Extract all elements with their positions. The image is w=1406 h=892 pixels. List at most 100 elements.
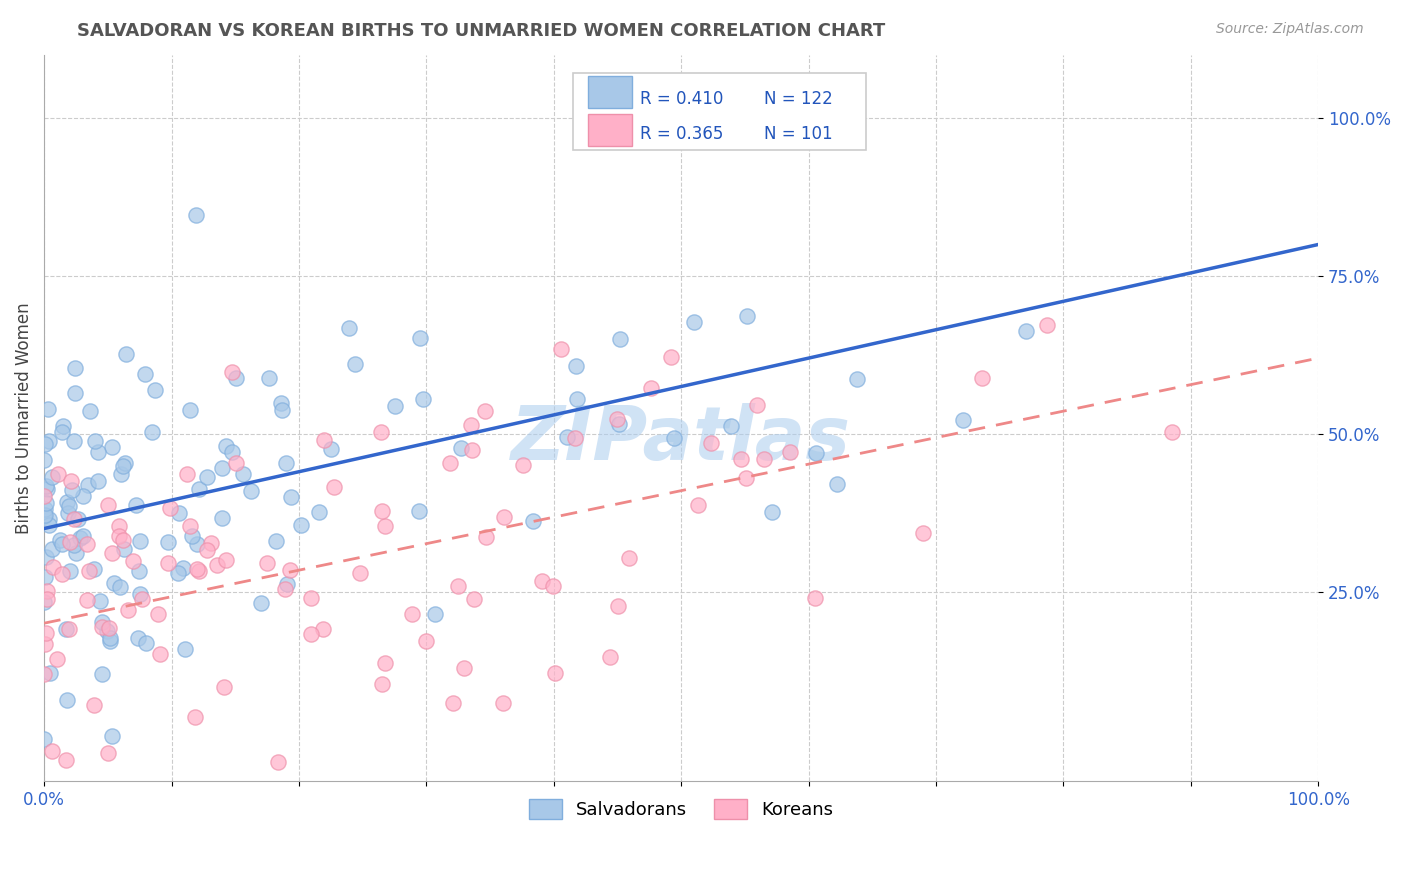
Point [111, 459, 134, 474]
Point [276, 456, 298, 470]
Point [270, 396, 292, 410]
Point [63, 538, 86, 552]
Point [370, 425, 392, 439]
Point [59, 565, 82, 579]
Point [312, 622, 335, 636]
Point [461, 442, 484, 457]
Point [179, 403, 201, 417]
Point [522, 515, 544, 529]
Point [184, 208, 207, 222]
Point [735, 309, 758, 323]
Point [34, 626, 56, 640]
Point [65, 546, 87, 560]
Point [52, 419, 75, 434]
Point [373, 656, 395, 670]
Point [38, 512, 60, 526]
Legend: Salvadorans, Koreans: Salvadorans, Koreans [522, 792, 841, 826]
Point [110, 581, 132, 595]
Point [72, 529, 94, 543]
Point [72, 489, 94, 503]
Point [141, 425, 163, 439]
Point [169, 507, 191, 521]
Point [846, 372, 869, 386]
Point [90, 619, 112, 633]
Point [149, 647, 172, 661]
Point [187, 482, 209, 496]
Point [63, 386, 86, 401]
Point [249, 596, 271, 610]
Point [492, 510, 515, 524]
Point [129, 534, 152, 549]
Point [135, 636, 157, 650]
Point [41, 744, 63, 758]
Point [148, 607, 170, 621]
Point [761, 505, 783, 519]
Point [1014, 324, 1036, 338]
Point [98, 634, 121, 648]
Point [59, 535, 82, 549]
Point [659, 350, 682, 364]
Point [266, 534, 288, 549]
Point [58, 499, 80, 513]
Point [134, 367, 156, 381]
Point [112, 533, 135, 547]
Point [699, 436, 721, 450]
Point [211, 460, 233, 475]
Point [167, 566, 190, 581]
Text: R = 0.365: R = 0.365 [640, 125, 724, 143]
Point [62, 434, 84, 448]
Point [101, 546, 124, 560]
Point [207, 558, 229, 573]
Point [34, 479, 56, 493]
Point [972, 370, 994, 384]
Point [108, 529, 131, 543]
Point [752, 451, 775, 466]
Point [211, 511, 233, 525]
Point [63, 512, 86, 526]
Point [34, 502, 56, 516]
Point [34, 508, 56, 522]
Point [83, 562, 105, 576]
Point [474, 403, 496, 417]
Point [156, 535, 179, 549]
Text: Source: ZipAtlas.com: Source: ZipAtlas.com [1216, 22, 1364, 37]
Point [195, 470, 218, 484]
Point [555, 430, 578, 444]
Point [129, 586, 152, 600]
Point [110, 467, 132, 482]
Point [87, 474, 110, 488]
Point [128, 564, 150, 578]
Point [225, 456, 247, 470]
Point [779, 445, 801, 459]
Point [51, 567, 73, 582]
Point [349, 566, 371, 580]
FancyBboxPatch shape [588, 114, 631, 146]
Point [60, 483, 83, 497]
Point [56, 506, 79, 520]
Point [98, 621, 121, 635]
Point [38, 434, 60, 448]
Point [825, 477, 848, 491]
Point [439, 457, 461, 471]
Point [544, 665, 567, 680]
Point [1161, 425, 1184, 439]
Point [96, 624, 118, 638]
Point [214, 681, 236, 695]
Point [550, 342, 572, 356]
Y-axis label: Births to Unmarried Women: Births to Unmarried Women [15, 302, 32, 534]
Point [221, 365, 243, 379]
Point [34, 666, 56, 681]
Point [115, 346, 138, 360]
Point [37, 402, 59, 417]
Point [267, 755, 290, 769]
Text: ZIPatlas: ZIPatlas [512, 403, 851, 476]
Point [117, 603, 139, 617]
Point [609, 333, 631, 347]
Point [804, 591, 827, 606]
Point [55, 622, 77, 636]
Point [475, 530, 498, 544]
Point [76, 593, 98, 607]
Point [290, 517, 312, 532]
Point [565, 392, 588, 407]
Point [98, 632, 121, 646]
